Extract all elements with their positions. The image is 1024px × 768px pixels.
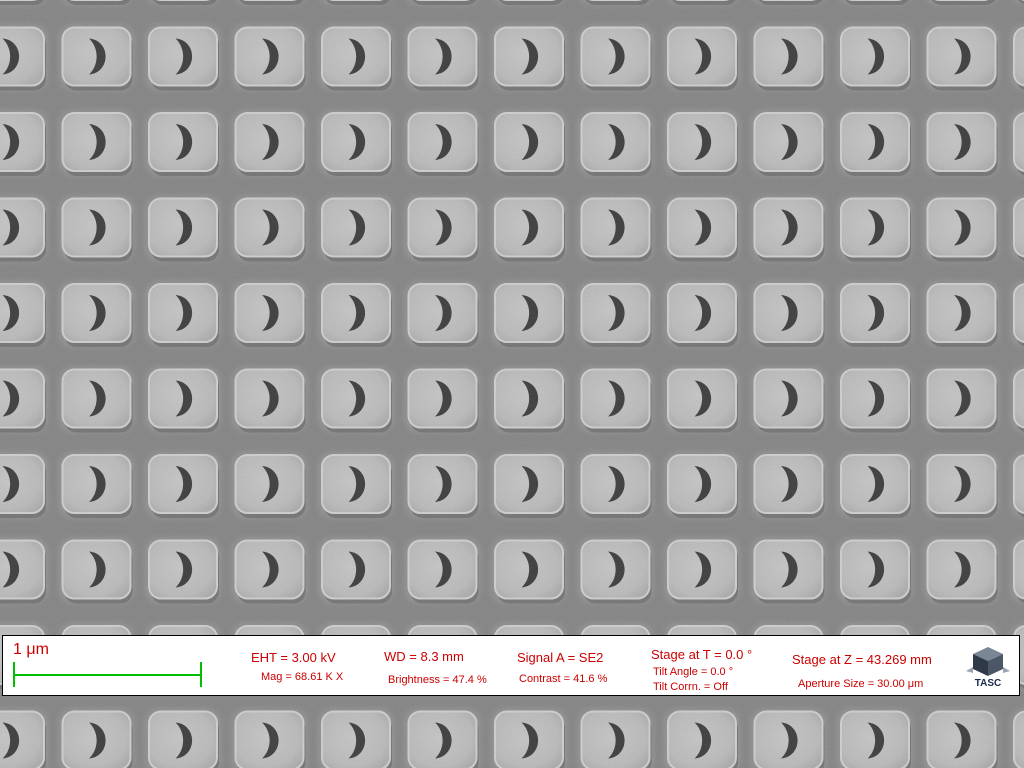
stage-z-value: Stage at Z = 43.269 mm (792, 652, 932, 667)
contrast-value: Contrast = 41.6 % (519, 673, 608, 685)
tasc-logo: TASC (963, 644, 1013, 692)
info-bar: 1 μm EHT = 3.00 kV Mag = 68.61 K X WD = … (2, 635, 1020, 696)
scale-label: 1 μm (13, 641, 49, 658)
tilt-angle-value: Tilt Angle = 0.0 ° (653, 666, 734, 678)
tilt-corrn-value: Tilt Corrn. = Off (653, 681, 728, 693)
eht-value: EHT = 3.00 kV (251, 650, 336, 665)
cube-logo-icon (966, 647, 1010, 676)
aperture-value: Aperture Size = 30.00 μm (798, 678, 924, 690)
signal-value: Signal A = SE2 (517, 650, 604, 665)
brightness-value: Brightness = 47.4 % (388, 674, 487, 686)
scale-bar (13, 662, 202, 687)
stage-t-value: Stage at T = 0.0 ° (651, 647, 753, 662)
mag-value: Mag = 68.61 K X (261, 671, 344, 683)
logo-text: TASC (974, 678, 1002, 689)
wd-value: WD = 8.3 mm (384, 649, 464, 664)
